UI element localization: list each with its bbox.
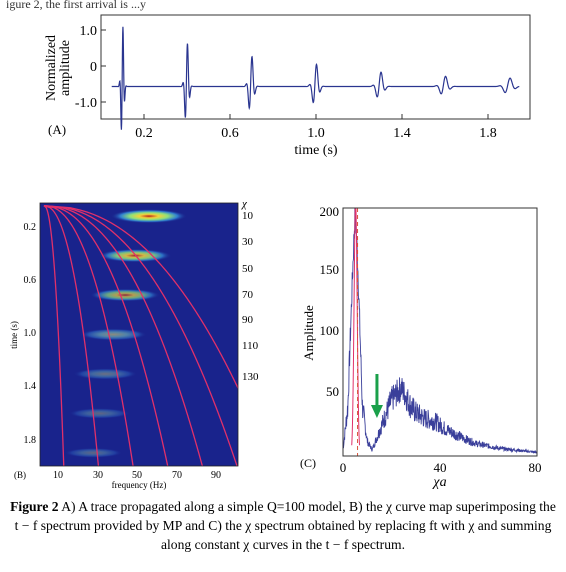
- panel-b-xlabel: frequency (Hz): [112, 480, 167, 490]
- panel-a-ytick: -1.0: [75, 96, 97, 111]
- tf-energy-blob: [64, 447, 123, 458]
- panel-a-ylabel-line2: amplitude: [58, 40, 73, 96]
- panel-a-ticks: [101, 29, 489, 119]
- panel-b-ytick: 1.4: [24, 381, 37, 392]
- panel-c-frame: [342, 207, 538, 457]
- panel-c-spectrum: [343, 208, 537, 455]
- panel-c-xtick: 80: [529, 460, 542, 475]
- panel-b-label: (B): [14, 470, 26, 480]
- panel-a-label: (A): [48, 122, 66, 137]
- panel-b-ytick: 0.6: [24, 275, 37, 286]
- panel-c-arrow: [370, 374, 383, 418]
- panel-a-ytick: 0: [90, 60, 97, 75]
- panel-c-ylabel: Amplitude: [301, 305, 316, 361]
- panel-c-ytick: 200: [320, 204, 340, 219]
- panel-b-xtick: 30: [93, 470, 103, 481]
- chi-curve: [43, 204, 238, 390]
- figure-caption: Figure 2 A) A trace propagated along a s…: [8, 497, 558, 554]
- panel-b-ytick: 1.0: [24, 328, 37, 339]
- panel-c-ytick: 100: [320, 323, 340, 338]
- panel-a-trace: [111, 26, 520, 130]
- caption-text: A) A trace propagated along a simple Q=1…: [14, 499, 556, 552]
- panel-a: 1.0 0 -1.0 0.2 0.6 1.0 1.4 1.8 time (s) …: [44, 14, 531, 158]
- tf-energy-blob: [68, 408, 130, 419]
- panel-b-chi-symbol: χ: [241, 198, 248, 210]
- panel-c: 200 150 100 50 0 40 80 χa Amplitude (C): [300, 204, 542, 490]
- panel-b-ylabel: time (s): [9, 321, 19, 349]
- chi-curve: [43, 204, 169, 466]
- panel-c-xtick: 40: [434, 460, 447, 475]
- panel-c-chi-curve: [351, 208, 360, 446]
- chi-curve: [43, 205, 65, 466]
- panel-b-chi-curves: [43, 204, 238, 466]
- tf-energy-blob: [79, 328, 147, 341]
- panel-c-ytick: 50: [326, 384, 339, 399]
- chi-curve: [43, 204, 238, 466]
- tf-energy-blob: [110, 209, 187, 224]
- top-text-fragment: igure 2, the first arrival is ...y: [6, 0, 146, 11]
- panel-b-chi-label: 50: [242, 263, 254, 275]
- panel-b: χ 10 30 50 70 90 110 130 0.2 0.6 1.0 1.4…: [9, 198, 259, 490]
- panel-a-xtick: 1.4: [393, 126, 411, 141]
- panel-c-label: (C): [300, 456, 316, 470]
- panel-c-xtick: 0: [340, 460, 347, 475]
- panel-a-xtick: 0.2: [135, 126, 153, 141]
- panel-a-xtick: 0.6: [221, 126, 239, 141]
- panel-b-xtick: 70: [172, 470, 182, 481]
- chi-curve: [43, 204, 203, 466]
- panel-b-chi-label: 70: [242, 289, 254, 301]
- panel-b-xtick: 50: [132, 470, 142, 481]
- panel-a-xtick: 1.0: [307, 126, 325, 141]
- tf-energy-blob: [90, 288, 161, 302]
- panel-b-chi-label: 110: [242, 340, 259, 352]
- panel-b-xtick: 10: [53, 470, 63, 481]
- panel-b-chi-label: 10: [242, 210, 254, 222]
- panel-a-xlabel: time (s): [294, 143, 337, 158]
- panel-b-xtick: 90: [211, 470, 221, 481]
- panel-b-energy: [64, 209, 187, 458]
- panel-c-xlabel: χa: [431, 475, 446, 490]
- panel-b-frame: [39, 202, 239, 467]
- caption-bold: Figure 2: [10, 499, 59, 514]
- panel-c-ytick: 150: [320, 262, 340, 277]
- panel-b-chi-label: 130: [242, 371, 259, 383]
- panel-a-ytick: 1.0: [80, 24, 98, 39]
- panel-b-ytick: 0.2: [24, 222, 37, 233]
- panel-a-ylabel-line1: Normalized: [44, 35, 59, 101]
- panel-a-xtick: 1.8: [479, 126, 497, 141]
- chi-curve: [43, 204, 134, 466]
- chi-curve: [43, 205, 100, 466]
- panel-b-chi-label: 30: [242, 236, 254, 248]
- panel-b-ytick: 1.8: [24, 435, 37, 446]
- tf-energy-blob: [73, 368, 138, 380]
- panel-b-chi-label: 90: [242, 314, 254, 326]
